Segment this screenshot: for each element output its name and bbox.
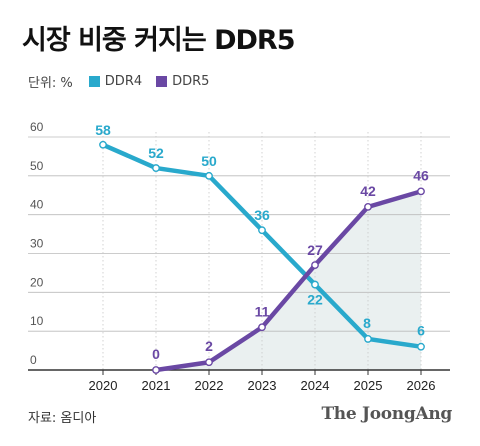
ddr4-point — [99, 140, 107, 149]
legend: 단위: % DDR4 DDR5 — [28, 72, 223, 91]
ddr4-data-label: 36 — [254, 207, 270, 223]
ddr4-point — [311, 280, 319, 289]
ddr5-area — [156, 191, 421, 370]
unit-label: 단위: % — [28, 76, 73, 91]
y-tick-label: 10 — [30, 314, 44, 328]
ddr5-data-label: 27 — [307, 242, 323, 258]
x-tick-label: 2024 — [301, 378, 330, 393]
y-tick-label: 50 — [30, 159, 44, 173]
x-tick-label: 2020 — [89, 378, 118, 393]
ddr4-data-label: 50 — [201, 153, 217, 169]
chart-title: 시장 비중 커지는 DDR5 — [22, 25, 295, 56]
x-tick-label: 2022 — [195, 378, 224, 393]
ddr5-line — [153, 189, 424, 373]
ddr4-point — [152, 164, 160, 172]
ddr4-data-label: 22 — [307, 292, 323, 308]
ddr5-data-label: 46 — [413, 167, 429, 183]
y-tick-label: 30 — [30, 237, 44, 251]
ddr4-data-label: 58 — [95, 122, 111, 138]
legend-swatch-ddr4 — [88, 76, 100, 87]
legend-item-ddr4: DDR4 — [88, 74, 143, 89]
x-tick-label: 2026 — [407, 378, 436, 393]
y-tick-label: 0 — [30, 353, 37, 367]
y-tick-label: 40 — [30, 198, 44, 212]
ddr5-point — [364, 202, 372, 211]
legend-label-ddr4: DDR4 — [104, 74, 143, 89]
ddr4-data-label: 8 — [363, 315, 371, 331]
ddr4-point — [258, 226, 266, 235]
ddr5-data-label: 42 — [360, 183, 376, 199]
ddr4-point — [364, 335, 372, 343]
ddr4-data-label: 52 — [148, 145, 164, 161]
ddr5-point — [205, 358, 213, 367]
y-tick-label: 60 — [30, 120, 44, 134]
x-tick-label: 2021 — [142, 378, 171, 393]
brand-logo: The JoongAng — [321, 404, 452, 424]
ddr5-point — [152, 366, 160, 374]
legend-label-ddr5: DDR5 — [172, 74, 210, 89]
y-tick-label: 20 — [30, 275, 44, 289]
ddr5-point — [417, 187, 425, 196]
ddr5-data-label: 2 — [205, 338, 213, 354]
ddr4-data-label: 6 — [417, 323, 425, 339]
x-tick-label: 2025 — [354, 378, 383, 393]
ddr5-point — [311, 261, 319, 270]
ddr5-data-label: 11 — [255, 303, 270, 319]
legend-item-ddr5: DDR5 — [156, 74, 209, 89]
ddr5-point — [258, 323, 266, 332]
source-note: 자료: 옴디아 — [28, 411, 97, 426]
ddr4-point — [205, 171, 213, 180]
legend-swatch-ddr5 — [156, 76, 168, 87]
ddr4-point — [417, 342, 425, 351]
ddr5-data-label: 0 — [152, 346, 160, 362]
x-tick-label: 2023 — [248, 378, 277, 393]
